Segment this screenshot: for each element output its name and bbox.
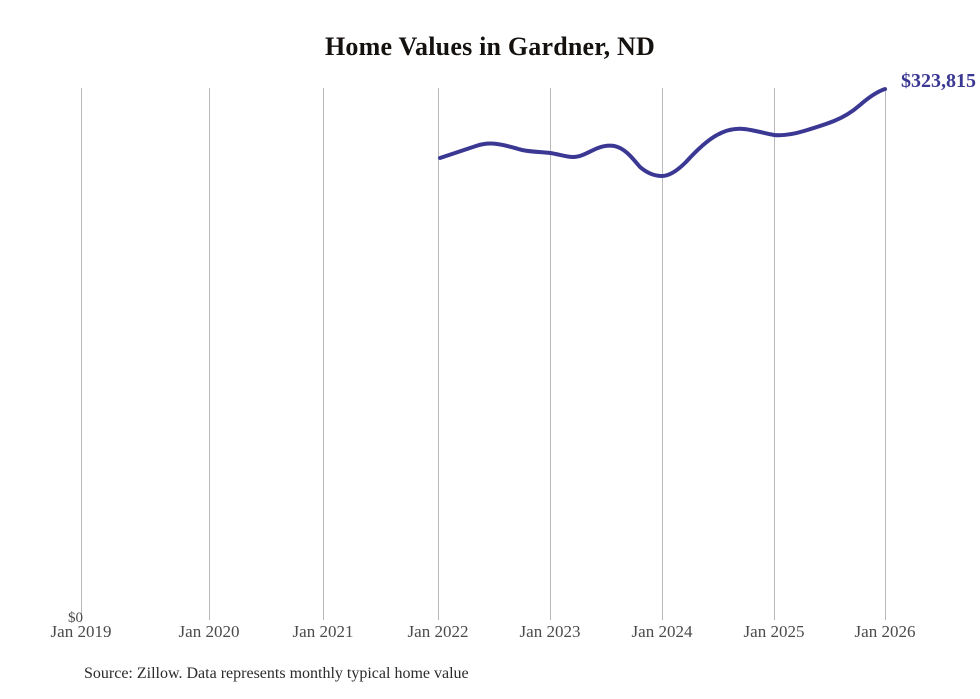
end-value-label: $323,815 [901, 70, 976, 92]
x-axis-tick-jan-2025: Jan 2025 [743, 622, 805, 641]
x-axis-tick-jan-2023: Jan 2023 [519, 622, 581, 641]
gridline-jan-2020 [209, 88, 210, 620]
x-axis-tick-jan-2021: Jan 2021 [292, 622, 354, 641]
gridline-jan-2026 [885, 88, 886, 620]
source-note: Source: Zillow. Data represents monthly … [84, 665, 469, 682]
gridline-jan-2023 [550, 88, 551, 620]
gridline-jan-2025 [774, 88, 775, 620]
x-axis-tick-jan-2026: Jan 2026 [854, 622, 916, 641]
y-axis-tick-zero: $0 [68, 610, 83, 626]
gridline-jan-2024 [662, 88, 663, 620]
x-axis-tick-jan-2022: Jan 2022 [407, 622, 469, 641]
gridline-jan-2019 [81, 88, 82, 620]
gridline-jan-2021 [323, 88, 324, 620]
gridline-jan-2022 [438, 88, 439, 620]
x-axis-tick-jan-2020: Jan 2020 [178, 622, 240, 641]
chart-title: Home Values in Gardner, ND [325, 32, 655, 61]
x-axis-tick-jan-2019: Jan 2019 [50, 622, 112, 641]
x-axis-tick-jan-2024: Jan 2024 [631, 622, 693, 641]
